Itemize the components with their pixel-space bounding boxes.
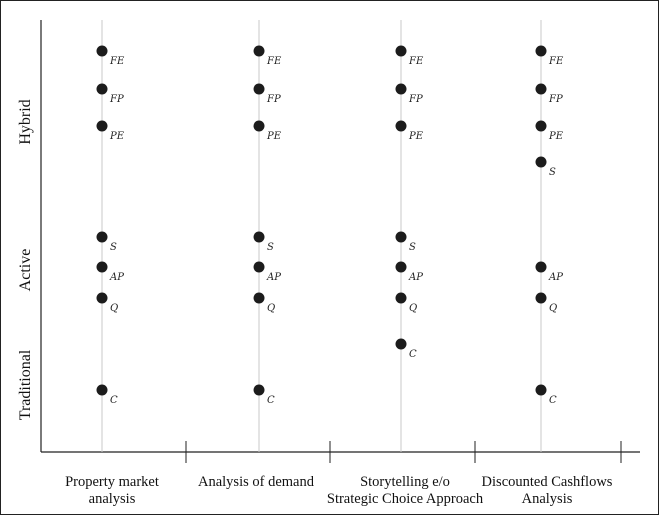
point-label-4-c: C: [549, 395, 557, 406]
point-2-pe: [253, 120, 265, 132]
point-label-3-fp: FP: [408, 94, 423, 105]
category-labels: Property market analysis Analysis of deman…: [65, 474, 613, 507]
point-4-q: [535, 292, 547, 304]
point-1-fe: [96, 45, 108, 57]
point-2-q: [253, 292, 265, 304]
point-3-c: [395, 338, 407, 350]
point-3-pe: [395, 120, 407, 132]
cat-storytelling: Storytelling e/o Strategic Choice Approac…: [327, 474, 484, 507]
point-label-3-q: Q: [409, 303, 417, 314]
point-2-s: [253, 231, 265, 243]
point-label-2-q: Q: [267, 303, 275, 314]
y-group-active: Active: [17, 249, 34, 292]
point-label-1-ap: AP: [109, 272, 124, 283]
point-1-q: [96, 292, 108, 304]
point-3-fp: [395, 83, 407, 95]
point-3-q: [395, 292, 407, 304]
category-lines: [101, 20, 542, 452]
point-label-4-fe: FE: [548, 56, 564, 67]
point-2-ap: [253, 261, 265, 273]
point-1-ap: [96, 261, 108, 273]
point-label-2-ap: AP: [266, 272, 281, 283]
point-label-2-s: S: [267, 242, 274, 253]
y-group-traditional: Traditional: [17, 349, 34, 420]
point-label-1-q: Q: [110, 303, 118, 314]
point-3-fe: [395, 45, 407, 57]
point-label-2-fp: FP: [266, 94, 281, 105]
point-4-fe: [535, 45, 547, 57]
point-2-fp: [253, 83, 265, 95]
point-label-4-q: Q: [549, 303, 557, 314]
point-label-2-fe: FE: [266, 56, 282, 67]
y-group-hybrid: Hybrid: [17, 99, 34, 144]
cat-dcf: Discounted Cashflows Analysis: [482, 474, 613, 507]
point-label-1-s: S: [110, 242, 117, 253]
point-label-3-c: C: [409, 349, 417, 360]
point-1-fp: [96, 83, 108, 95]
point-label-1-fp: FP: [109, 94, 124, 105]
point-label-3-pe: PE: [408, 131, 424, 142]
point-label-3-fe: FE: [408, 56, 424, 67]
point-label-2-pe: PE: [266, 131, 282, 142]
point-1-c: [96, 384, 108, 396]
point-1-pe: [96, 120, 108, 132]
point-label-3-ap: AP: [408, 272, 423, 283]
points: FE FP PE S AP Q C FE FP PE S AP Q C FE FP PE S AP Q C FE FP PE S…: [96, 45, 564, 406]
cat-property-market: Property market analysis: [65, 474, 159, 507]
point-4-s: [535, 156, 547, 168]
y-group-labels: Hybrid Active Traditional: [17, 99, 34, 420]
point-4-ap: [535, 261, 547, 273]
point-label-1-c: C: [110, 395, 118, 406]
cat-analysis-demand: Analysis of demand: [198, 474, 315, 490]
x-ticks: [185, 441, 622, 463]
point-4-pe: [535, 120, 547, 132]
point-label-4-ap: AP: [548, 272, 563, 283]
point-2-fe: [253, 45, 265, 57]
point-3-s: [395, 231, 407, 243]
point-label-2-c: C: [267, 395, 275, 406]
point-4-fp: [535, 83, 547, 95]
point-label-1-pe: PE: [109, 131, 125, 142]
point-3-ap: [395, 261, 407, 273]
point-2-c: [253, 384, 265, 396]
point-1-s: [96, 231, 108, 243]
point-4-c: [535, 384, 547, 396]
point-label-4-fp: FP: [548, 94, 563, 105]
point-label-3-s: S: [409, 242, 416, 253]
point-label-1-fe: FE: [109, 56, 125, 67]
point-label-4-s: S: [549, 167, 556, 178]
point-label-4-pe: PE: [548, 131, 564, 142]
